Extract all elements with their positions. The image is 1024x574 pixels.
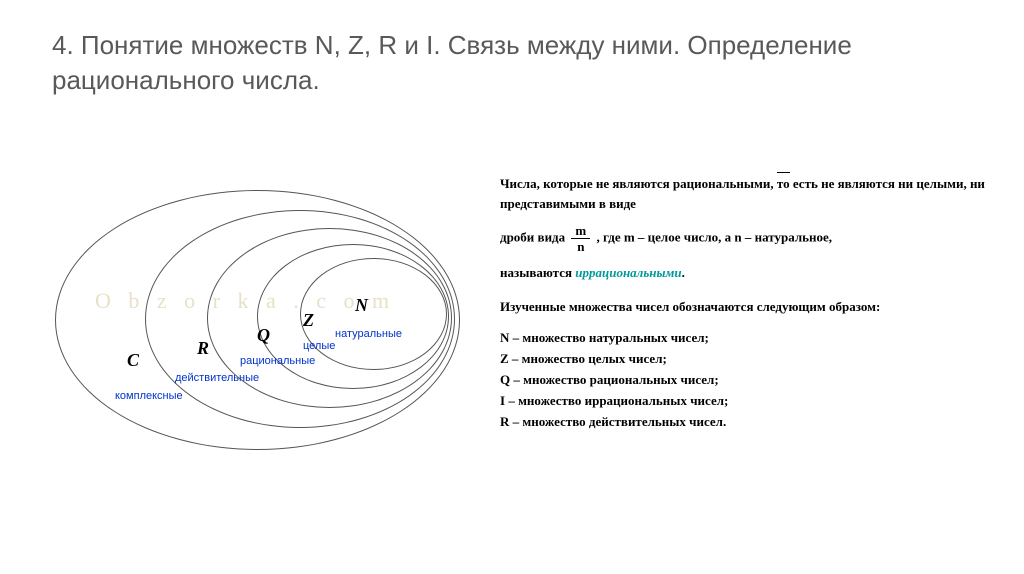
def-text: – множество целых чисел; [509,351,667,366]
para1-overline: то [777,172,790,194]
def-text: – множество рациональных чисел; [510,372,719,387]
set-letter-Q: Q [257,325,270,346]
set-name-R: действительные [175,372,259,384]
explanation-text: Числа, которые не являются рациональными… [500,172,1010,433]
def-row-I: I – множество иррациональных чисел; [500,391,1010,411]
called-pre: называются [500,265,575,280]
irrational-word: иррациональными [575,265,681,280]
set-letter-Z: Z [303,310,314,331]
frac-post: , где m – целое число, а n – натуральное… [596,230,832,245]
page-title: 4. Понятие множеств N, Z, R и I. Связь м… [52,28,984,98]
def-row-N: N – множество натуральных чисел; [500,328,1010,348]
sets-diagram: O b z o r k a . c o m NнатуральныеZцелые… [55,150,475,490]
def-row-Z: Z – множество целых чисел; [500,349,1010,369]
para1-pre: Числа, которые не являются рациональными… [500,176,777,191]
def-text: – множество иррациональных чисел; [505,393,728,408]
called-post: . [682,265,685,280]
def-row-Q: Q – множество рациональных чисел; [500,370,1010,390]
set-name-Z: целые [303,340,335,352]
def-letter: Z [500,351,509,366]
set-name-Q: рациональные [240,355,315,367]
def-row-R: R – множество действительных чисел. [500,412,1010,432]
def-text: – множество действительных чисел. [509,414,726,429]
set-name-C: комплексные [115,390,183,402]
def-text: – множество натуральных чисел; [509,330,708,345]
fraction-den: n [571,239,590,253]
set-letter-R: R [197,338,209,359]
def-letter: Q [500,372,510,387]
set-letter-C: C [127,350,139,371]
defs-heading: Изученные множества чисел обозначаются с… [500,297,1010,317]
fraction-num: m [571,224,590,239]
set-letter-N: N [355,295,368,316]
set-name-N: натуральные [335,328,402,340]
def-letter: N [500,330,509,345]
frac-label: дроби вида [500,230,568,245]
ellipse-4 [300,258,447,370]
defs-list: N – множество натуральных чисел;Z – множ… [500,328,1010,433]
def-letter: R [500,414,509,429]
fraction: m n [571,224,590,253]
